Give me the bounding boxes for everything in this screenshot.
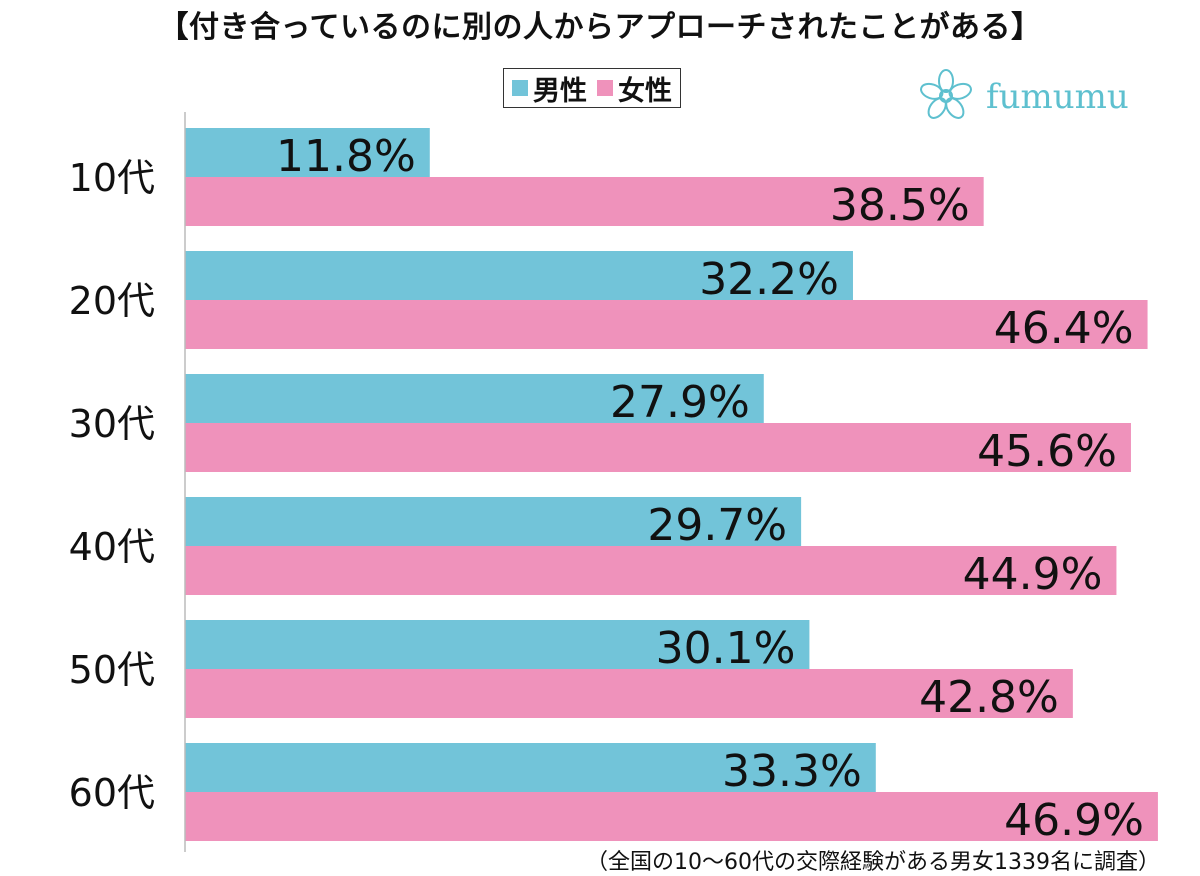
bar-male: [185, 497, 802, 546]
data-label-male: 29.7%: [647, 500, 787, 551]
category-label: 20代: [69, 279, 155, 323]
legend-item-female: 女性: [597, 69, 672, 108]
data-label-female: 46.4%: [994, 303, 1134, 354]
brand-name: fumumu: [986, 77, 1129, 117]
legend-swatch-female: [597, 80, 613, 96]
bar-female: [185, 300, 1148, 349]
data-label-male: 30.1%: [656, 623, 796, 674]
legend-label-male: 男性: [533, 75, 587, 107]
data-label-female: 44.9%: [963, 549, 1103, 600]
bar-female: [185, 546, 1117, 595]
data-label-female: 42.8%: [919, 672, 1059, 723]
flower-logo-icon: [920, 69, 972, 119]
legend-label-female: 女性: [618, 75, 672, 107]
bar-female: [185, 792, 1158, 841]
bar-female: [185, 177, 984, 226]
legend-item-male: 男性: [512, 69, 587, 108]
data-label-female: 46.9%: [1004, 795, 1144, 846]
bar-female: [185, 423, 1131, 472]
category-label: 10代: [69, 156, 155, 200]
brand-logo: fumumu: [920, 69, 1129, 119]
data-label-male: 32.2%: [699, 254, 839, 305]
category-label: 60代: [69, 771, 155, 815]
bar-male: [185, 251, 853, 300]
data-label-female: 45.6%: [977, 426, 1117, 477]
bar-female: [185, 669, 1073, 718]
chart-title: 【付き合っているのに別の人からアプローチされたことがある】: [158, 10, 1042, 45]
bar-male: [185, 374, 764, 423]
category-label: 50代: [69, 648, 155, 692]
category-label: 40代: [69, 525, 155, 569]
data-label-male: 27.9%: [610, 377, 750, 428]
legend-swatch-male: [512, 80, 528, 96]
bar-male: [185, 743, 876, 792]
footnote: （全国の10〜60代の交際経験がある男女1339名に調査）: [586, 850, 1160, 875]
bar-male: [185, 620, 810, 669]
bar-male: [185, 128, 430, 177]
data-label-male: 11.8%: [276, 131, 416, 182]
data-label-female: 38.5%: [830, 180, 970, 231]
data-label-male: 33.3%: [722, 746, 862, 797]
category-label: 30代: [69, 402, 155, 446]
legend: 男性 女性: [503, 68, 681, 108]
